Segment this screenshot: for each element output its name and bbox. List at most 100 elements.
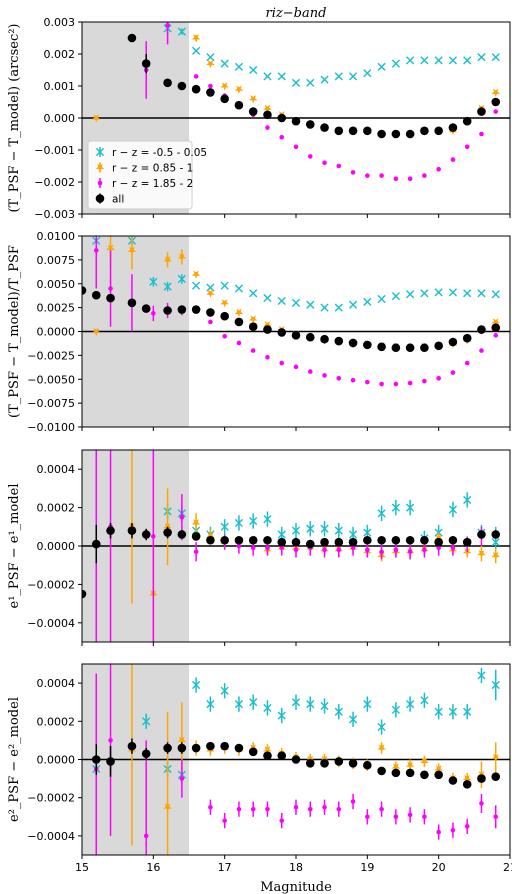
marker-circle [248, 747, 258, 757]
marker-x-stroke [306, 300, 315, 309]
marker-dot [250, 806, 256, 812]
marker-dot [208, 804, 213, 810]
legend-label: all [112, 194, 124, 206]
marker-dot [293, 547, 299, 553]
marker-dot [236, 806, 242, 812]
series-all [91, 738, 501, 789]
marker-star [491, 88, 501, 97]
marker-dot [365, 379, 370, 385]
marker-dot [479, 348, 484, 353]
marker-circle [420, 770, 429, 780]
marker-dot [293, 144, 299, 150]
y-tick-label: 0.0002 [37, 502, 76, 515]
legend-marker-magenta [97, 178, 103, 188]
marker-star [234, 308, 244, 317]
marker-dot [350, 799, 356, 804]
panel-data [91, 664, 501, 855]
series-all [82, 522, 501, 599]
marker-x-stroke [448, 707, 458, 716]
marker-dot [193, 74, 199, 79]
marker-dot [464, 144, 470, 150]
marker-circle [305, 120, 315, 129]
marker-dot [265, 125, 270, 130]
marker-star [234, 85, 244, 94]
marker-circle [248, 322, 258, 332]
marker-circle [263, 110, 272, 120]
marker-dot [493, 109, 499, 114]
marker-x-stroke [177, 274, 186, 284]
marker-dot [222, 333, 227, 339]
marker-dot [436, 545, 441, 551]
marker-circle [405, 129, 415, 139]
marker-dot [393, 547, 399, 553]
marker-circle [477, 107, 486, 116]
series-cyan [163, 492, 500, 558]
marker-x-stroke [192, 281, 201, 290]
marker-x-stroke [249, 65, 258, 75]
marker-circle [177, 530, 187, 539]
marker-circle [491, 97, 501, 107]
marker-x-stroke [95, 147, 105, 157]
marker-circle [141, 304, 151, 313]
marker-star [462, 548, 472, 557]
marker-dot [350, 170, 356, 175]
marker-x-stroke [477, 289, 486, 298]
marker-circle [91, 290, 101, 300]
marker-star [248, 315, 258, 324]
marker-x-stroke [406, 700, 415, 709]
marker-dot [407, 176, 413, 182]
marker-x-stroke [448, 56, 458, 65]
marker-star [191, 34, 201, 43]
marker-x-stroke [263, 515, 272, 524]
marker-star [220, 82, 230, 91]
marker-circle [127, 298, 137, 308]
marker-x-stroke [463, 707, 472, 716]
chart-title: riz−band [266, 6, 327, 21]
marker-dot [407, 812, 413, 818]
marker-circle [434, 537, 443, 547]
marker-x-stroke [406, 503, 415, 512]
marker-circle [277, 751, 287, 760]
marker-circle [434, 341, 443, 351]
legend-box [87, 140, 193, 210]
marker-circle [434, 126, 443, 136]
marker-dot [143, 833, 149, 839]
y-tick-label: 0.0000 [37, 540, 76, 553]
marker-circle [127, 526, 137, 535]
y-tick-label: 0.000 [44, 112, 76, 125]
marker-x-stroke [234, 700, 244, 709]
marker-dot [307, 806, 313, 812]
marker-circle [191, 305, 201, 314]
marker-dot [236, 340, 242, 346]
marker-circle [191, 84, 201, 94]
y-tick-label: 0.002 [44, 48, 76, 61]
marker-x-stroke [320, 303, 329, 312]
marker-dot [307, 369, 313, 374]
marker-circle [320, 123, 329, 132]
marker-circle [82, 286, 87, 295]
y-tick-label: −0.002 [34, 176, 75, 189]
marker-dot [464, 360, 470, 366]
marker-circle [320, 759, 329, 768]
marker-circle [363, 535, 372, 545]
marker-x-stroke [348, 530, 358, 539]
marker-circle [263, 751, 272, 760]
marker-x-stroke [434, 707, 443, 716]
marker-x-stroke [291, 526, 301, 535]
marker-x-stroke [434, 288, 443, 297]
marker-x-stroke [491, 290, 500, 299]
marker-x-stroke [306, 700, 315, 709]
marker-dot [393, 176, 399, 182]
marker-dot [407, 380, 413, 386]
marker-circle [127, 741, 137, 751]
y-axis-label: e¹_PSF − e¹_model [7, 484, 22, 609]
marker-circle [106, 526, 115, 535]
marker-circle [127, 33, 137, 43]
marker-circle [377, 342, 386, 352]
marker-circle [405, 343, 415, 353]
series-magenta [93, 664, 499, 855]
marker-x-stroke [234, 62, 244, 71]
marker-x-stroke [463, 495, 472, 505]
marker-circle [377, 535, 386, 545]
marker-circle [106, 757, 115, 766]
